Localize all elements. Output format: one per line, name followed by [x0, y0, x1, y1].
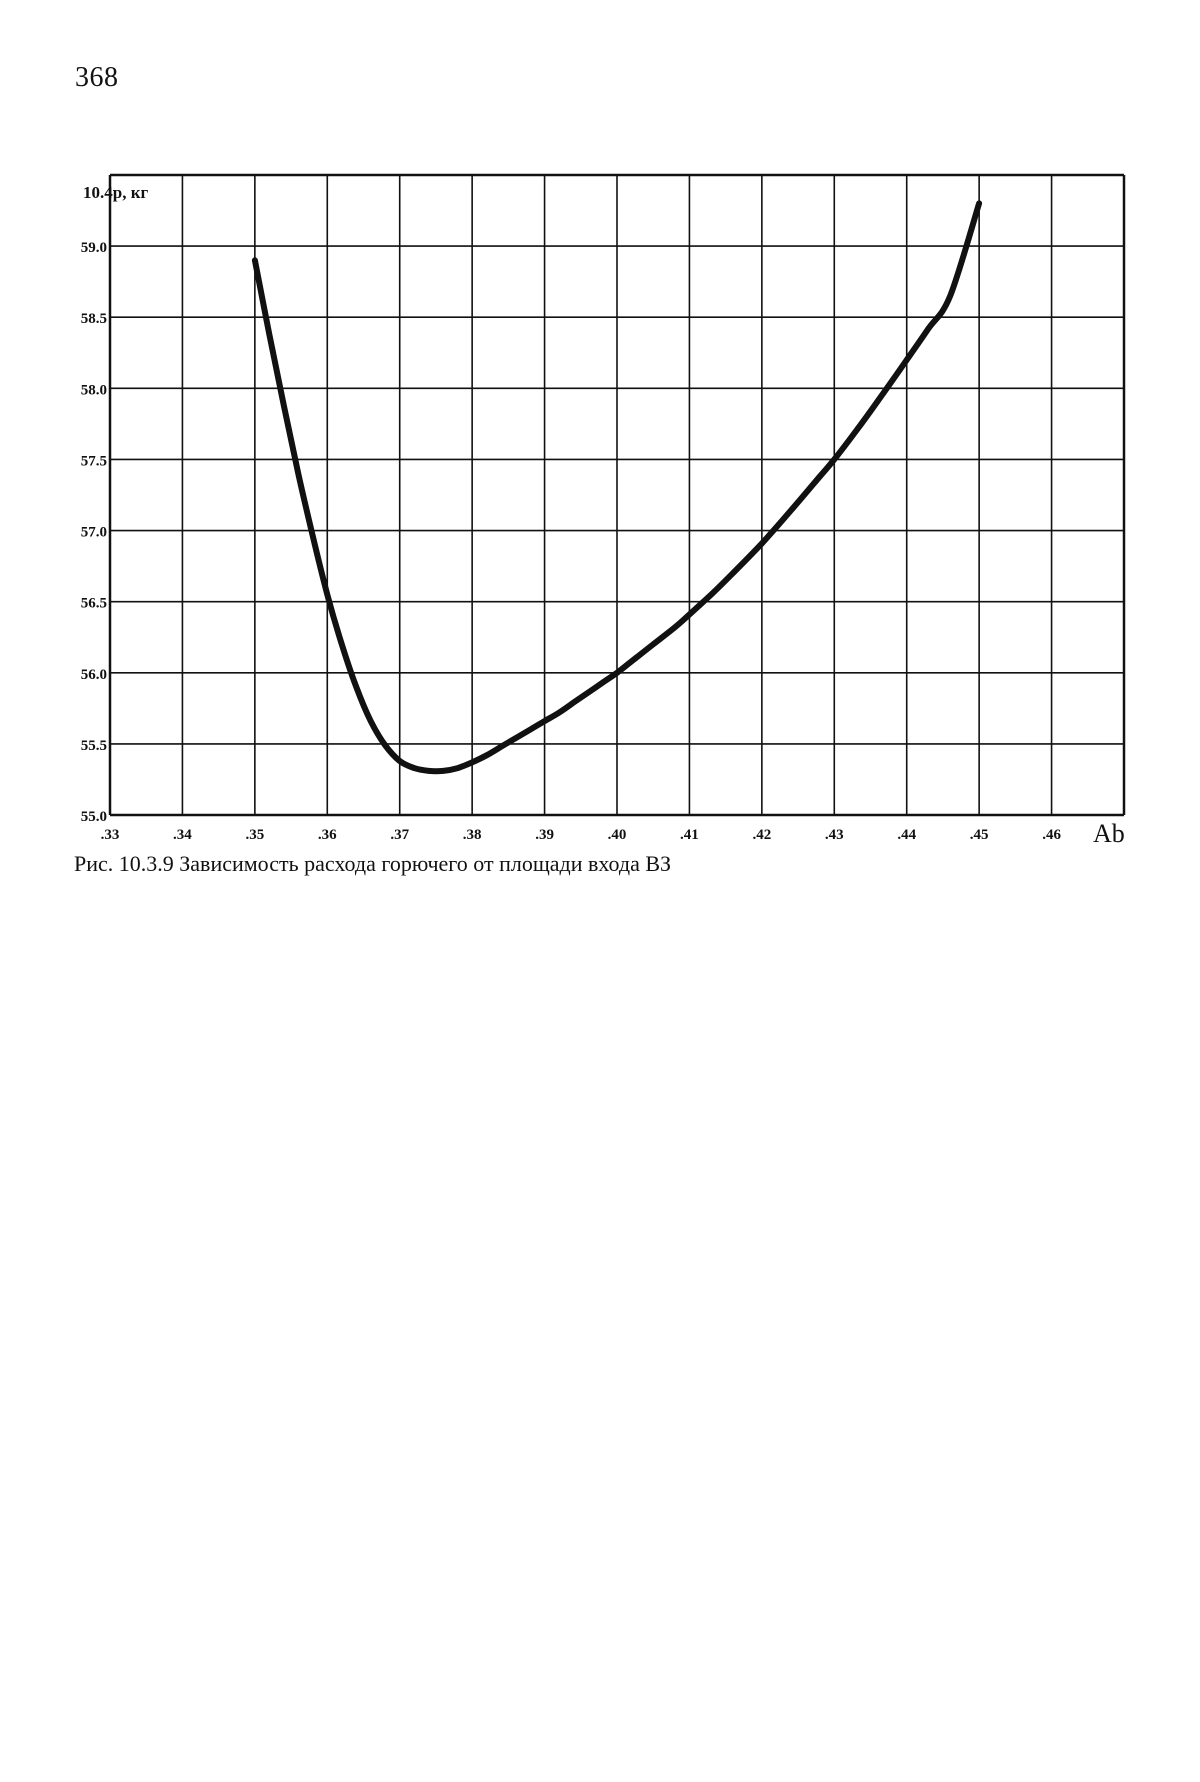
x-tick-label: .36 [318, 827, 337, 843]
y-tick-label: 56.0 [81, 667, 107, 683]
y-tick-label: 55.0 [81, 809, 107, 825]
y-tick-label: 58.5 [81, 311, 107, 327]
x-tick-label: .40 [608, 827, 627, 843]
y-tick-label: 56.5 [81, 596, 107, 612]
x-axis-label: Ab [1093, 819, 1125, 848]
x-tick-label: .44 [897, 827, 916, 843]
y-tick-label: 55.5 [81, 738, 107, 754]
x-tick-label: .35 [245, 827, 264, 843]
y-tick-label: 57.0 [81, 525, 107, 541]
y-tick-labels: 55.0 55.5 56.0 56.5 57.0 57.5 58.0 58.5 59.0 [81, 240, 107, 825]
x-tick-labels: .33 .34 .35 .36 .37 .38 .39 .40 .41 .42 .43 .44 .45.… [101, 827, 1062, 843]
x-tick-label: .37 [390, 827, 409, 843]
series-line [251, 200, 983, 775]
fuel-consumption-chart: 55.0 55.5 56.0 56.5 57.0 57.5 58.0 58.5 59.0 .33… [81, 173, 1126, 848]
x-tick-label: .41 [680, 827, 699, 843]
x-tick-label: .38 [463, 827, 482, 843]
x-tick-label: .43 [825, 827, 844, 843]
x-tick-label: .34 [173, 827, 192, 843]
y-tick-label: 58.0 [81, 382, 107, 398]
x-tick-label: .33 [101, 827, 120, 843]
y-tick-label: 57.5 [81, 453, 107, 469]
chart-grid [108, 173, 1126, 817]
x-tick-label: .42 [752, 827, 771, 843]
y-axis-label: 10.4p, кг [83, 183, 148, 202]
x-tick-label: .39 [535, 827, 554, 843]
figure-caption: Рис. 10.3.9 Зависимость расхода горючего… [74, 851, 672, 876]
y-tick-label: 59.0 [81, 240, 107, 256]
x-tick-label: .46 [1042, 827, 1061, 843]
x-tick-label: .45 [970, 827, 989, 843]
page-number: 368 [75, 62, 119, 93]
